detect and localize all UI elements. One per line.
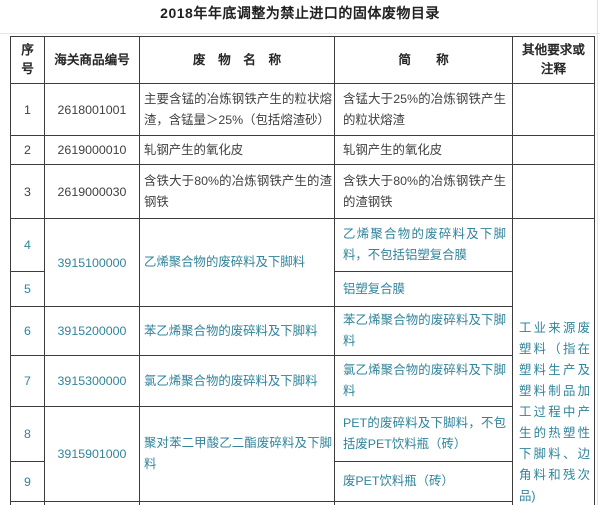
cell-waste-name: 氯乙烯聚合物的废碎料及下脚料 (144, 373, 318, 388)
cell-notes-empty (512, 135, 595, 165)
industrial-plastics-note-text: 工业来源废塑料（指在塑料生产及塑料制品加工过程中产生的热塑性下脚料、边角料和残次… (519, 320, 590, 503)
right-hairline (597, 0, 598, 505)
cell-index-empty (10, 501, 45, 505)
cell-waste-name: 主要含锰的冶炼钢铁产生的粒状熔渣，含锰量＞25%（包括熔渣砂） (144, 91, 332, 127)
cell-waste-name: 轧钢产生的氧化皮 (144, 142, 244, 157)
cell-code: 2619000010 (44, 135, 140, 165)
table-row: 7 3915300000 氯乙烯聚合物的废碎料及下脚料 氯乙烯聚合物的废碎料及下… (10, 355, 595, 407)
cell-industrial-plastics-note: 工业来源废塑料（指在塑料生产及塑料制品加工过程中产生的热塑性下脚料、边角料和残次… (512, 218, 595, 505)
header-index: 序 号 (10, 36, 45, 84)
header-short-name: 简 称 (334, 36, 513, 84)
cell-short-name: 含锰大于25%的冶炼钢铁产生的粒状熔渣 (343, 91, 506, 127)
table-row: 1 2618001001 主要含锰的冶炼钢铁产生的粒状熔渣，含锰量＞25%（包括… (10, 83, 595, 136)
cell-code: 3915300000 (44, 355, 140, 407)
cell-waste-name: 含铁大于80%的冶炼钢铁产生的渣钢铁 (144, 173, 332, 209)
table-row: 4 3915100000 乙烯聚合物的废碎料及下脚料 乙烯聚合物的废碎料及下脚料… (10, 218, 595, 505)
cell-waste-name-merged: 聚对苯二甲酸乙二酯废碎料及下脚料 (144, 436, 332, 471)
cell-short-name: 铝塑复合膜 (343, 281, 405, 296)
cell-waste-name-empty (139, 501, 335, 505)
cell-index: 5 (10, 271, 45, 307)
cell-notes-empty (512, 83, 595, 136)
cell-index: 8 (10, 406, 45, 462)
header-row: 序 号 海关商品编号 废 物 名 称 简 称 其他要求或 注释 (10, 36, 595, 84)
cell-waste-name-merged: 乙烯聚合物的废碎料及下脚料 (144, 255, 306, 269)
cell-short-name: 乙烯聚合物的废碎料及下脚料，不包括铝塑复合膜 (343, 227, 506, 262)
waste-catalog-table: 序 号 海关商品编号 废 物 名 称 简 称 其他要求或 注释 1 261800… (10, 36, 595, 505)
cell-short-name-empty (334, 501, 513, 505)
table-row: 2 2619000010 轧钢产生的氧化皮 轧钢产生的氧化皮 (10, 135, 595, 165)
top-hairline (0, 33, 600, 34)
cell-short-name: 氯乙烯聚合物的废碎料及下脚料 (343, 363, 506, 398)
cell-short-name: 含铁大于80%的冶炼钢铁产生的渣钢铁 (343, 173, 506, 209)
cell-code-merged: 3915901000 (44, 406, 140, 502)
cell-code: 2618001001 (44, 83, 140, 136)
cell-notes-empty (512, 164, 595, 219)
cell-code: 3915200000 (44, 306, 140, 356)
cell-index: 2 (10, 135, 45, 165)
cell-index: 3 (10, 164, 45, 219)
cell-short-name: PET的废碎料及下脚料，不包括废PET饮料瓶（砖） (343, 416, 506, 451)
table-row: 6 3915200000 苯乙烯聚合物的废碎料及下脚料 苯乙烯聚合物的废碎料及下… (10, 306, 595, 356)
cell-code: 2619000030 (44, 164, 140, 219)
page-title: 2018年年底调整为禁止进口的固体废物目录 (160, 5, 440, 21)
cell-index: 7 (10, 355, 45, 407)
table-row: 3 2619000030 含铁大于80%的冶炼钢铁产生的渣钢铁 含铁大于80%的… (10, 164, 595, 219)
header-waste-name: 废 物 名 称 (139, 36, 335, 84)
table-row: 8 3915901000 聚对苯二甲酸乙二酯废碎料及下脚料 PET的废碎料及下脚… (10, 406, 595, 502)
table-row: 9 废PET饮料瓶（砖） (10, 461, 595, 502)
header-customs-code: 海关商品编号 (44, 36, 140, 84)
partial-row-cutoff (10, 501, 595, 505)
cell-code-empty (44, 501, 140, 505)
cell-code-merged: 3915100000 (44, 218, 140, 307)
header-other-notes: 其他要求或 注释 (512, 36, 595, 84)
cell-index: 6 (10, 306, 45, 356)
cell-short-name: 轧钢产生的氧化皮 (343, 142, 443, 157)
cell-index: 9 (10, 461, 45, 502)
cell-short-name: 苯乙烯聚合物的废碎料及下脚料 (343, 313, 506, 348)
cell-waste-name: 苯乙烯聚合物的废碎料及下脚料 (144, 323, 318, 338)
cell-index: 4 (10, 218, 45, 272)
cell-short-name: 废PET饮料瓶（砖） (343, 474, 454, 488)
cell-index: 1 (10, 83, 45, 136)
